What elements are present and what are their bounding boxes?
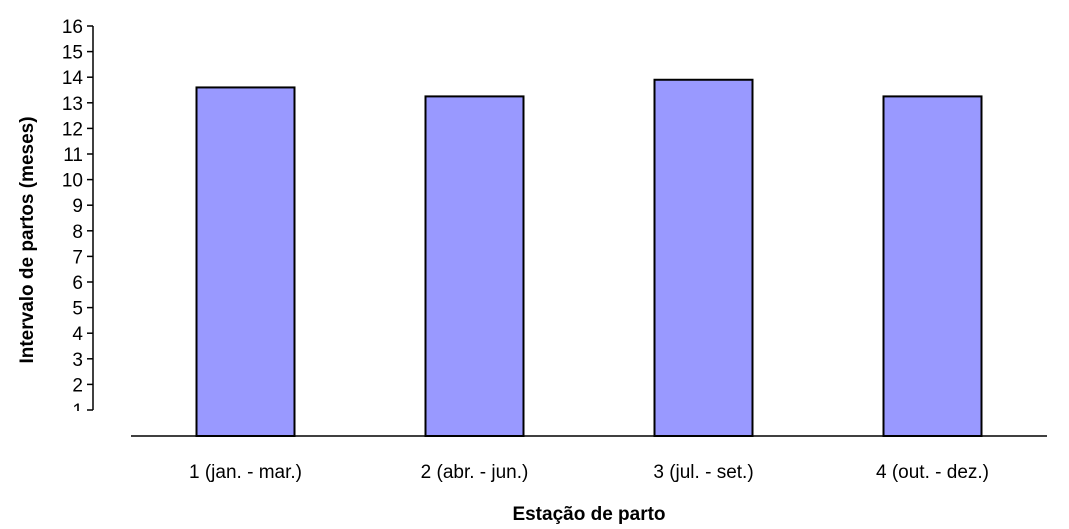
- y-tick-label: 11: [63, 145, 83, 166]
- y-tick-label: 7: [72, 247, 83, 268]
- bar: [882, 95, 983, 438]
- bar-series: [195, 78, 983, 438]
- y-tick-label: 6: [72, 273, 83, 294]
- y-tick-label: 16: [62, 17, 83, 38]
- y-tick-label: 8: [72, 222, 83, 243]
- x-axis-title: Estação de parto: [512, 504, 665, 525]
- y-tick-label: 2: [72, 375, 83, 396]
- x-category-label: 2 (abr. - jun.): [421, 462, 529, 483]
- y-tick-label: 12: [62, 119, 83, 140]
- bar: [653, 78, 754, 437]
- x-category-label: 3 (jul. - set.): [653, 462, 753, 483]
- bar: [424, 95, 525, 438]
- x-category-label: 4 (out. - dez.): [876, 462, 989, 483]
- y-tick-label: 15: [62, 43, 83, 64]
- y-tick-label: 3: [72, 350, 83, 371]
- x-axis: 1 (jan. - mar.) 2 (abr. - jun.) 3 (jul. - …: [131, 435, 1047, 483]
- y-tick-label: 4: [72, 324, 83, 345]
- y-tick-label: 13: [62, 94, 83, 115]
- y-axis-title: Intervalo de partos (meses): [17, 116, 38, 363]
- bar: [195, 86, 296, 437]
- y-tick-label: 1: [72, 401, 83, 422]
- y-tick-label: 10: [62, 171, 83, 192]
- y-tick-label: 14: [62, 68, 84, 89]
- y-tick-label: 5: [72, 299, 83, 320]
- y-tick-label: 9: [72, 196, 83, 217]
- x-category-label: 1 (jan. - mar.): [189, 462, 302, 483]
